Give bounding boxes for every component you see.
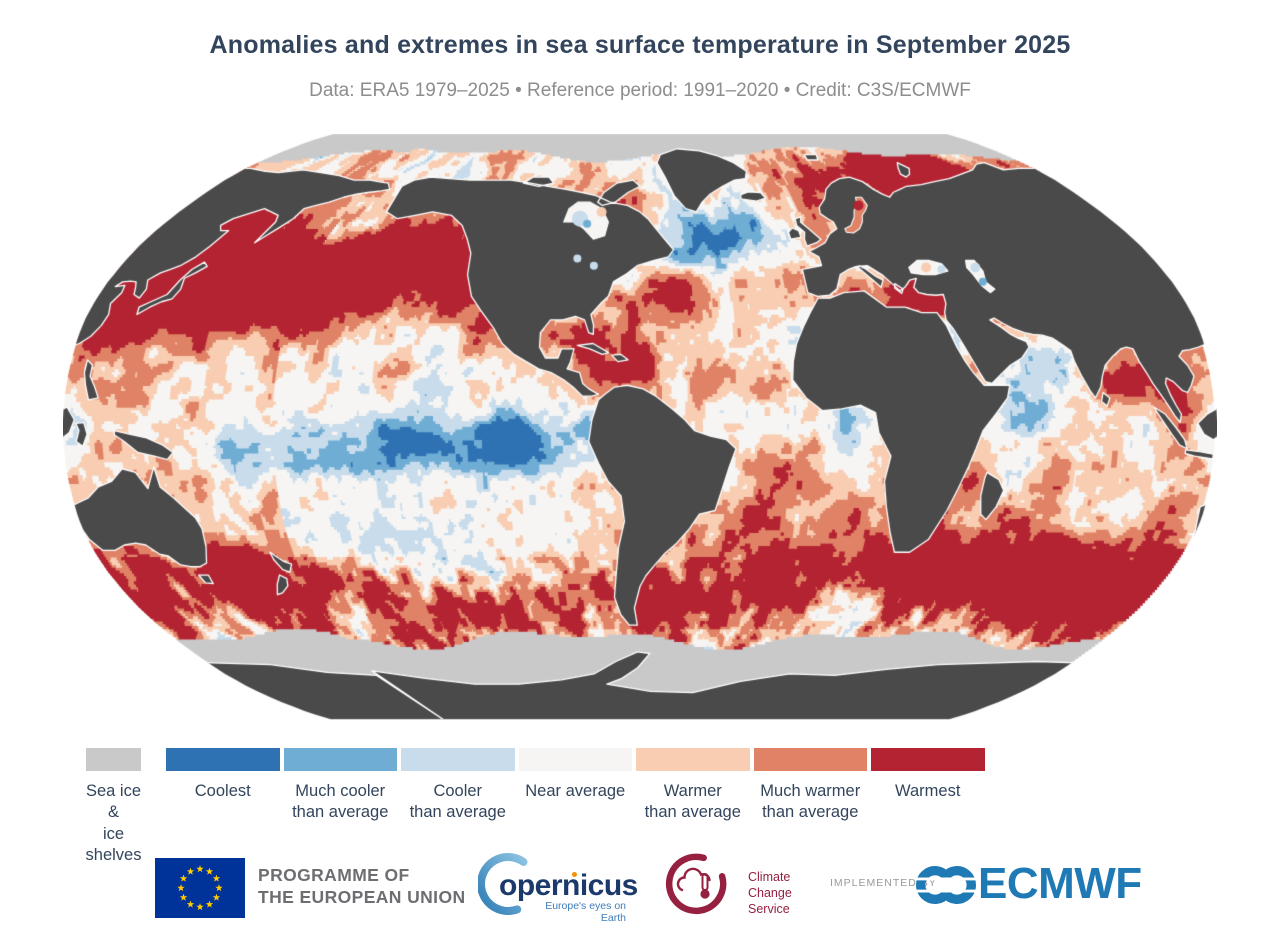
legend-swatch-much-warmer [753,748,867,771]
eu-programme-label: PROGRAMME OF THE EUROPEAN UNION [258,864,466,908]
legend-label-warmer: Warmer than average [644,782,741,822]
legend-swatch-warmer [636,748,750,771]
legend-label-cooler: Cooler than average [409,782,506,822]
c3s-label-line2: Change Service [748,886,792,916]
legend-swatch-sea-ice [86,748,141,771]
page-subtitle: Data: ERA5 1979–2025 • Reference period:… [309,80,971,101]
legend-label-much-cooler: Much cooler than average [292,782,389,822]
legend-item-much-warmer: Much warmer than average [753,748,867,824]
legend-label-sea-ice: Sea ice & ice shelves [85,782,142,865]
legend-swatch-coolest [166,748,280,771]
legend: Sea ice & ice shelves Coolest Much coole… [86,748,989,867]
legend-swatch-cooler [401,748,515,771]
legend-swatch-near-average [518,748,632,771]
footer: PROGRAMME OF THE EUROPEAN UNION opernicu… [0,848,1280,928]
legend-item-cooler: Cooler than average [401,748,515,824]
legend-swatch-warmest [871,748,985,771]
c3s-crescent-cloud-thermometer-icon [665,853,727,915]
legend-item-coolest: Coolest [166,748,280,802]
copernicus-orange-dot-icon [572,872,577,877]
legend-item-warmest: Warmest [871,748,985,802]
legend-swatch-much-cooler [283,748,397,771]
legend-label-warmest: Warmest [895,782,961,800]
ecmwf-mark-icon [916,866,976,904]
copernicus-logo: opernicus Europe's eyes on Earth [478,848,648,924]
copernicus-wordmark: opernicus [499,869,638,902]
legend-label-coolest: Coolest [194,782,251,800]
legend-label-near-average: Near average [525,782,626,800]
ecmwf-wordmark: ECMWF [978,859,1142,908]
world-map-sst-anomalies [63,134,1217,720]
legend-label-much-warmer: Much warmer than average [760,782,861,822]
eu-programme-line2: THE EUROPEAN UNION [258,887,466,907]
eu-flag-icon [155,858,245,918]
copernicus-crescent-icon [478,853,528,915]
legend-item-sea-ice: Sea ice & ice shelves [86,748,141,867]
implemented-by-label: IMPLEMENTED BY [830,877,937,889]
c3s-label-line1: Climate [748,870,791,884]
page-title: Anomalies and extremes in sea surface te… [209,31,1071,59]
legend-item-warmer: Warmer than average [636,748,750,824]
copernicus-tagline: Europe's eyes on Earth [545,900,626,924]
legend-item-much-cooler: Much cooler than average [283,748,397,824]
climate-change-service-logo: Climate Change Service [665,850,815,920]
c3s-label: Climate Change Service [748,869,815,917]
eu-programme-line1: PROGRAMME OF [258,865,410,885]
legend-item-near-average: Near average [518,748,632,802]
